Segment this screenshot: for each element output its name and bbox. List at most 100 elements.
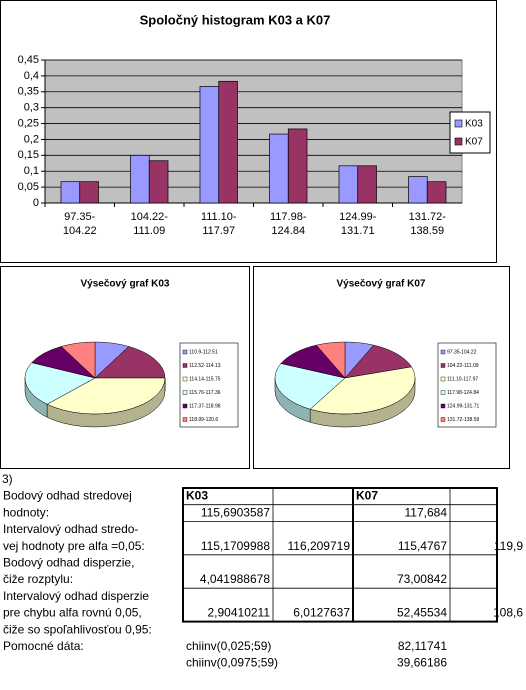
legend-swatch [440,390,446,395]
legend-label: 124.99-131.71 [447,403,479,409]
pie-slice [309,366,416,415]
pie-slice [60,341,96,379]
y-tick-label: 0,25 [18,117,39,129]
cell-text: 73,00842 [397,572,447,586]
chart-title: Výsečový graf K03 [81,279,170,290]
cell-text: 108,6 [493,606,523,620]
legend-swatch [182,363,188,368]
cell-text: 3) [2,472,13,486]
cell-text: 82,11741 [398,639,447,653]
legend-swatch [440,417,446,422]
cell-text: Bodový odhad disperzie, [3,555,134,569]
legend-label: 131.72-138.59 [447,417,479,423]
pie-slice [94,346,166,379]
cell-text: 2,90410211 [207,606,270,620]
cell-text: Bodový odhad stredovej [3,489,132,503]
bar [148,160,169,204]
legend-label: 111.10-117.97 [447,376,478,382]
x-tick-label: 124.99-131.71 [339,211,377,237]
pie-slice [344,344,412,379]
legend-label: 97.35-104.22 [447,349,477,355]
legend-swatch [440,376,446,382]
bar [269,133,289,204]
x-tick-label: 97.35-104.22 [63,211,97,237]
cell-text: 52,45534 [397,606,447,620]
chart-title: Spoločný histogram K03 a K07 [140,12,331,27]
cell-text: 115,6903587 [201,505,271,519]
bar [357,165,377,204]
x-tick-label: 117.98-124.84 [270,211,307,237]
pie-slice [46,377,166,415]
bar [287,128,308,204]
legend-label: K03 [465,119,483,130]
legend-label: 110.9-112.51 [189,349,218,355]
bar [426,181,447,204]
legend-label: 117.98-124.84 [447,390,479,396]
legend-swatch [440,349,446,355]
cell-text: K03 [186,489,208,503]
cell-text: Intervalový odhad disperzie [3,589,149,603]
legend-swatch [440,403,446,409]
y-tick-label: 0 [33,197,39,209]
legend-swatch [440,363,446,368]
legend-swatch [182,390,188,395]
bar [218,80,238,204]
y-tick-label: 0,15 [18,149,39,161]
legend-label: 114.14-115.75 [189,376,221,382]
y-tick-label: 0,2 [24,133,39,145]
bar [199,86,220,204]
cell-text: 115,1709988 [201,539,271,553]
legend-swatch [454,137,463,146]
bar [60,181,81,204]
cell-text: 6,0127637 [293,606,350,620]
pie-slice [24,362,96,405]
pie-slice [315,341,346,379]
y-tick-label: 0,35 [18,86,39,98]
x-tick-label: 111.10-117.97 [201,211,237,237]
legend [449,111,491,154]
legend [179,342,239,428]
legend-label: 117.37-118.98 [189,403,221,409]
cell-text: 117,684 [405,505,448,519]
pie-slice [274,363,346,410]
bar [130,154,150,204]
legend [437,342,497,428]
y-tick-label: 0,45 [18,54,39,66]
cell-text: chiinv(0,025;59) [186,639,271,653]
cell-text: Pomocné dáta: [3,639,84,653]
legend-label: K07 [465,137,483,148]
y-tick-label: 0,1 [24,165,39,177]
cell-text: pre chybu alfa rovnú 0,05, [3,606,142,620]
legend-swatch [182,349,188,355]
legend-swatch [454,119,463,128]
y-tick-label: 0,4 [24,70,39,82]
legend-label: 112.52-114.13 [189,363,221,369]
cell-text: Intervalový odhad stredo- [3,522,138,536]
cell-text: 119,9 [494,539,523,553]
bar [79,181,99,204]
plot-area [44,59,463,204]
y-tick-label: 0,3 [24,102,39,114]
cell-text: vej hodnoty pre alfa =0,05: [3,539,145,553]
cell-text: 116,209719 [287,539,350,553]
cell-text: hodnoty: [3,505,49,519]
cell-text: čiže so spoľahlivosťou 0,95: [3,622,152,636]
cell-text: 39,66186 [397,656,447,670]
cell-text: 115,4767 [398,539,447,553]
legend-label: 104.22-111.09 [447,363,479,369]
chart-title: Výsečový graf K07 [337,279,426,290]
cell-text: chiinv(0,0975;59) [186,656,278,670]
legend-swatch [182,376,188,382]
legend-swatch [182,417,188,422]
bar [338,165,359,204]
cell-text: K07 [356,489,378,503]
y-tick-label: 0,05 [18,181,39,193]
legend-swatch [182,403,188,409]
legend-label: 115.76-117.36 [189,390,221,396]
x-tick-label: 131.72-138.59 [409,211,447,237]
cell-text: čiže rozptylu: [3,572,73,586]
cell-text: 4,041988678 [200,572,270,586]
legend-label: 118.99-120.6 [189,417,218,423]
